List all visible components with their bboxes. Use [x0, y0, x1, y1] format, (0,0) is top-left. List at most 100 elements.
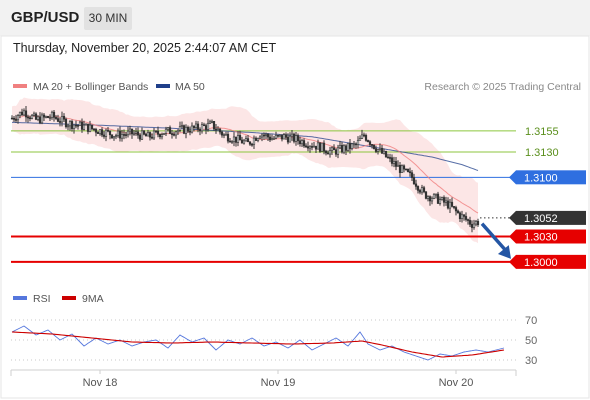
candle-body [414, 183, 418, 187]
candle-body [336, 147, 340, 155]
candle-body [280, 134, 284, 140]
rsi-tick-label: 70 [525, 315, 537, 327]
candle-body [292, 133, 296, 142]
candle-body [110, 134, 114, 139]
candles [10, 106, 480, 233]
candle-body [66, 125, 70, 128]
candle-body [252, 137, 256, 145]
candle-body [412, 177, 416, 185]
candle-body [318, 142, 322, 152]
candle-body [444, 200, 448, 203]
candle-body [250, 143, 254, 146]
candle-body [256, 138, 260, 141]
candle-body [162, 132, 166, 135]
candle-body [136, 131, 140, 136]
x-tick-label: Nov 18 [83, 377, 118, 389]
candle-body [122, 134, 126, 136]
candle-body [330, 147, 334, 151]
candle-body [312, 145, 316, 148]
candle-body [38, 116, 42, 124]
candle-body [212, 120, 216, 130]
support-label: 1.3030 [524, 232, 558, 244]
candle-body [184, 126, 188, 134]
last-badge-pointer [509, 210, 516, 225]
candle-body [210, 120, 214, 123]
legend-label-9ma: 9MA [82, 293, 104, 305]
arrow-head [497, 245, 511, 259]
candle-body [86, 123, 90, 132]
candle-body [142, 130, 146, 135]
candle-body [62, 116, 66, 120]
candle-body [98, 129, 102, 134]
candle-body [138, 134, 142, 140]
series-9ma [11, 331, 505, 358]
candle-body [196, 123, 200, 130]
candle-body [282, 134, 286, 140]
timeframe-button[interactable]: 30 MIN [84, 7, 132, 30]
candle-body [208, 121, 212, 124]
candle-body [116, 130, 120, 136]
candle-body [278, 134, 282, 137]
candle-body [352, 143, 356, 146]
candle-body [362, 134, 366, 137]
candle-body [326, 152, 330, 155]
candle-body [272, 137, 276, 140]
candle-body [48, 117, 52, 119]
legend-swatch-bollinger [13, 84, 27, 88]
candle-body [104, 129, 108, 137]
candle-body [254, 137, 258, 141]
candle-body [338, 145, 342, 149]
candle-body [44, 115, 48, 118]
candle-body [458, 212, 462, 220]
candle-body [106, 129, 110, 132]
candle-body [366, 140, 370, 142]
candle-body [246, 138, 250, 143]
candle-body [236, 135, 240, 143]
candle-body [164, 128, 168, 134]
candle-body [264, 133, 268, 136]
candle-body [146, 132, 150, 137]
candle-body [298, 140, 302, 145]
pivot-label: 1.3100 [524, 172, 558, 184]
candle-body [328, 150, 332, 155]
candle-body [108, 130, 112, 136]
candle-body [240, 139, 244, 144]
x-tick-label: Nov 19 [261, 377, 296, 389]
candle-body [356, 140, 360, 145]
legend-label-ma50: MA 50 [175, 81, 205, 93]
candle-body [176, 129, 180, 133]
candle-body [450, 201, 454, 207]
support-label: 1.3000 [524, 257, 558, 269]
candle-body [96, 131, 100, 134]
legend-swatch-rsi [13, 296, 27, 300]
candle-body [42, 114, 46, 118]
candle-body [266, 133, 270, 138]
candle-body [216, 128, 220, 131]
candle-body [430, 198, 434, 202]
candle-body [350, 143, 354, 149]
candle-body [286, 136, 290, 143]
candle-body [276, 134, 280, 137]
candle-body [126, 130, 130, 136]
legend-swatch-ma50 [156, 84, 170, 88]
candle-body [128, 128, 132, 132]
candle-body [394, 161, 398, 167]
candle-body [158, 134, 162, 138]
rsi-tick-label: 50 [525, 335, 537, 347]
candle-body [132, 132, 136, 135]
candle-body [382, 150, 386, 154]
candle-body [58, 121, 62, 123]
candle-body [72, 124, 76, 129]
candle-body [360, 134, 364, 139]
candle-body [194, 123, 198, 128]
candle-body [226, 133, 230, 142]
candle-body [102, 134, 106, 137]
rsi-lines [11, 325, 505, 361]
candle-body [172, 133, 176, 136]
candle-body [472, 223, 476, 228]
candle-body [92, 128, 96, 131]
candle-body [46, 115, 50, 119]
candle-body [434, 193, 438, 196]
chart-border [0, 35, 590, 399]
candle-body [466, 219, 470, 221]
